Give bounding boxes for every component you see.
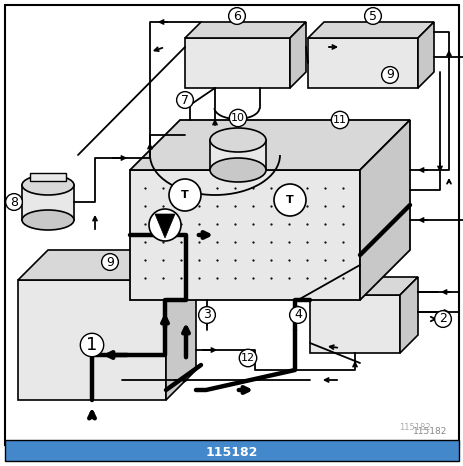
Polygon shape — [309, 277, 417, 295]
Polygon shape — [22, 185, 74, 220]
Text: 10: 10 — [231, 113, 244, 123]
Polygon shape — [289, 22, 305, 88]
Ellipse shape — [210, 158, 265, 182]
Polygon shape — [130, 120, 409, 170]
Circle shape — [169, 179, 200, 211]
Polygon shape — [155, 214, 175, 238]
Polygon shape — [18, 280, 166, 400]
Text: 2: 2 — [438, 313, 446, 325]
Polygon shape — [18, 250, 195, 280]
Text: 115182: 115182 — [412, 427, 446, 437]
Text: T: T — [181, 190, 188, 200]
Text: 11: 11 — [332, 115, 346, 125]
Bar — [5, 440, 458, 461]
Polygon shape — [309, 295, 399, 353]
Polygon shape — [130, 170, 359, 300]
Polygon shape — [185, 38, 289, 88]
Text: 8: 8 — [10, 196, 18, 208]
Ellipse shape — [22, 210, 74, 230]
Polygon shape — [417, 22, 433, 88]
Polygon shape — [399, 277, 417, 353]
Text: 9: 9 — [106, 255, 114, 268]
Text: 5: 5 — [368, 9, 376, 22]
Text: 6: 6 — [232, 9, 240, 22]
Text: 3: 3 — [203, 308, 211, 322]
Text: 4: 4 — [294, 308, 301, 322]
Text: 1: 1 — [86, 336, 98, 354]
Circle shape — [274, 184, 305, 216]
Polygon shape — [307, 38, 417, 88]
Text: 12: 12 — [240, 353, 255, 363]
Polygon shape — [359, 120, 409, 300]
Polygon shape — [210, 140, 265, 170]
Polygon shape — [185, 22, 305, 38]
Text: 7: 7 — [181, 94, 188, 107]
Text: 9: 9 — [385, 69, 393, 82]
Polygon shape — [307, 22, 433, 38]
Circle shape — [149, 209, 181, 241]
Polygon shape — [166, 250, 195, 400]
Text: T: T — [286, 195, 293, 205]
Text: 115182: 115182 — [206, 445, 257, 459]
Ellipse shape — [22, 175, 74, 195]
Ellipse shape — [210, 128, 265, 152]
Text: 115182: 115182 — [398, 424, 430, 432]
Polygon shape — [30, 173, 66, 181]
